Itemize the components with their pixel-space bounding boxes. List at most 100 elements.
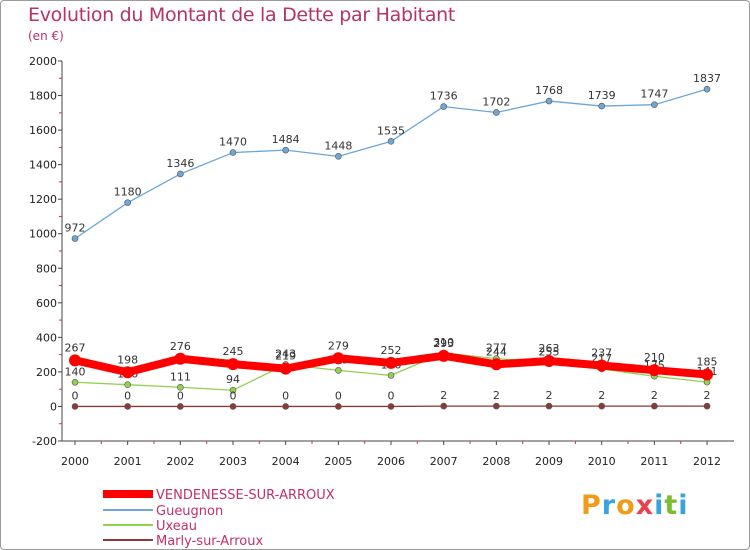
data-label: 94 bbox=[226, 373, 240, 386]
data-label: 2 bbox=[704, 389, 711, 402]
data-label: 293 bbox=[433, 337, 454, 350]
unit-label: (en €) bbox=[28, 29, 64, 43]
y-tick-label: 1800 bbox=[29, 90, 57, 103]
y-tick-label: 200 bbox=[36, 366, 57, 379]
data-point bbox=[332, 352, 345, 365]
data-point bbox=[387, 138, 395, 145]
data-point bbox=[335, 153, 342, 160]
data-label: 2 bbox=[440, 389, 447, 402]
data-point bbox=[124, 199, 131, 206]
data-point bbox=[598, 402, 606, 410]
data-label: 267 bbox=[65, 341, 86, 354]
x-tick-label: 2007 bbox=[430, 455, 458, 468]
data-label: 2 bbox=[651, 389, 658, 402]
chart-title: Evolution du Montant de la Dette par Hab… bbox=[28, 4, 456, 26]
data-point bbox=[177, 170, 184, 178]
proxiti-logo: Proxiti bbox=[581, 490, 689, 521]
data-label: 2 bbox=[493, 389, 500, 402]
data-point bbox=[69, 354, 81, 367]
data-label: 0 bbox=[72, 389, 79, 402]
x-tick-label: 2012 bbox=[693, 455, 721, 468]
legend-label: Gueugnon bbox=[156, 504, 223, 519]
x-tick-label: 2004 bbox=[272, 455, 300, 468]
data-point bbox=[545, 97, 553, 105]
data-point bbox=[385, 356, 398, 369]
logo-letter: r bbox=[601, 490, 617, 521]
data-label: 140 bbox=[65, 365, 86, 378]
data-label: 198 bbox=[117, 353, 138, 366]
y-tick-label: 1400 bbox=[29, 159, 57, 172]
data-label: 310 bbox=[433, 336, 454, 349]
data-point bbox=[71, 378, 79, 386]
data-point bbox=[493, 109, 500, 116]
logo-letter: t bbox=[664, 490, 679, 521]
data-label: 0 bbox=[230, 389, 237, 402]
data-point bbox=[387, 403, 395, 410]
data-label: 2 bbox=[546, 389, 553, 402]
data-label: 243 bbox=[275, 347, 296, 360]
data-point bbox=[598, 102, 606, 110]
y-tick-label: 2000 bbox=[29, 55, 57, 68]
data-point bbox=[387, 372, 395, 379]
x-tick-label: 2010 bbox=[588, 455, 616, 468]
data-point bbox=[282, 403, 289, 410]
data-point bbox=[545, 402, 553, 410]
data-label: 277 bbox=[486, 342, 507, 355]
x-tick-label: 2009 bbox=[535, 455, 563, 468]
data-point bbox=[229, 149, 237, 156]
data-point bbox=[440, 402, 447, 410]
data-point bbox=[279, 362, 292, 375]
data-point bbox=[335, 403, 342, 410]
data-label: 1470 bbox=[219, 136, 247, 149]
data-label: 237 bbox=[591, 347, 612, 360]
data-point bbox=[703, 402, 711, 410]
legend-label: VENDENESSE-SUR-ARROUX bbox=[156, 488, 335, 503]
data-point bbox=[651, 402, 658, 410]
data-label: 244 bbox=[486, 345, 507, 358]
data-label: 111 bbox=[170, 370, 191, 383]
data-label: 1702 bbox=[482, 95, 510, 108]
y-tick-label: 1000 bbox=[29, 228, 57, 241]
x-tick-label: 2002 bbox=[166, 455, 194, 468]
data-label: 1747 bbox=[640, 88, 668, 101]
x-tick-label: 2003 bbox=[219, 455, 247, 468]
x-tick-label: 2000 bbox=[61, 455, 89, 468]
data-point bbox=[229, 386, 237, 394]
data-point bbox=[701, 368, 714, 381]
data-label: 1768 bbox=[535, 84, 563, 97]
data-point bbox=[229, 403, 237, 410]
data-label: 972 bbox=[65, 222, 86, 235]
data-point bbox=[543, 355, 556, 368]
data-label: 1736 bbox=[430, 90, 458, 103]
data-label: 245 bbox=[223, 345, 244, 358]
data-point bbox=[493, 402, 500, 410]
data-label: 219 bbox=[275, 350, 296, 363]
legend-label: Uxeau bbox=[156, 519, 197, 534]
data-point bbox=[282, 146, 289, 154]
data-label: 0 bbox=[335, 389, 342, 402]
y-tick-label: 600 bbox=[36, 297, 57, 310]
data-label: 1180 bbox=[114, 186, 142, 199]
y-tick-label: 800 bbox=[36, 262, 57, 275]
logo-letter: i bbox=[654, 490, 665, 521]
logo-letter: o bbox=[616, 490, 636, 521]
x-tick-label: 2001 bbox=[114, 455, 142, 468]
data-label: 0 bbox=[124, 389, 131, 402]
data-point bbox=[440, 103, 447, 110]
data-point bbox=[595, 359, 608, 372]
data-label: 0 bbox=[388, 389, 395, 402]
data-label: 0 bbox=[282, 389, 289, 402]
y-tick-label: 400 bbox=[36, 331, 57, 344]
data-point bbox=[490, 358, 503, 371]
x-tick-label: 2005 bbox=[324, 455, 352, 468]
data-label: 263 bbox=[539, 342, 560, 355]
data-point bbox=[121, 366, 134, 379]
data-point bbox=[177, 403, 184, 410]
data-label: 1837 bbox=[693, 72, 721, 85]
data-point bbox=[71, 403, 79, 410]
data-label: 279 bbox=[328, 339, 349, 352]
x-tick-label: 2011 bbox=[640, 455, 668, 468]
data-point bbox=[335, 367, 342, 374]
data-point bbox=[177, 383, 184, 391]
